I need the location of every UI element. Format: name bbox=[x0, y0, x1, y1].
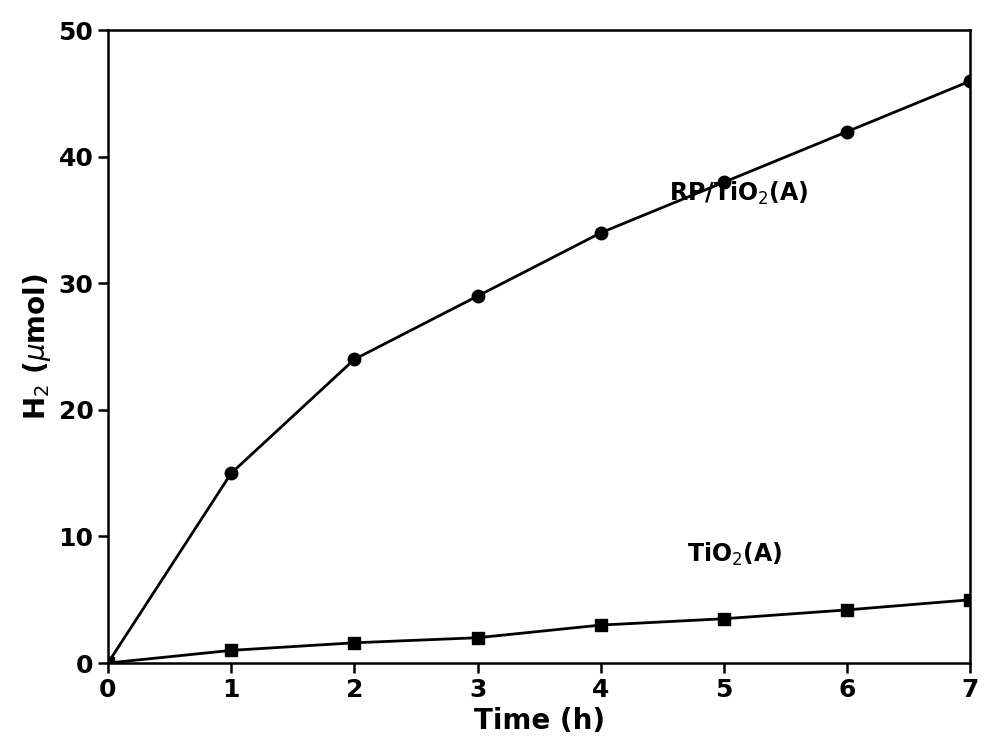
Text: TiO$_2$(A): TiO$_2$(A) bbox=[687, 541, 783, 568]
X-axis label: Time (h): Time (h) bbox=[474, 707, 605, 735]
Y-axis label: H$_2$ ($\mu$mol): H$_2$ ($\mu$mol) bbox=[21, 274, 53, 420]
Text: RP/TiO$_2$(A): RP/TiO$_2$(A) bbox=[669, 180, 808, 207]
